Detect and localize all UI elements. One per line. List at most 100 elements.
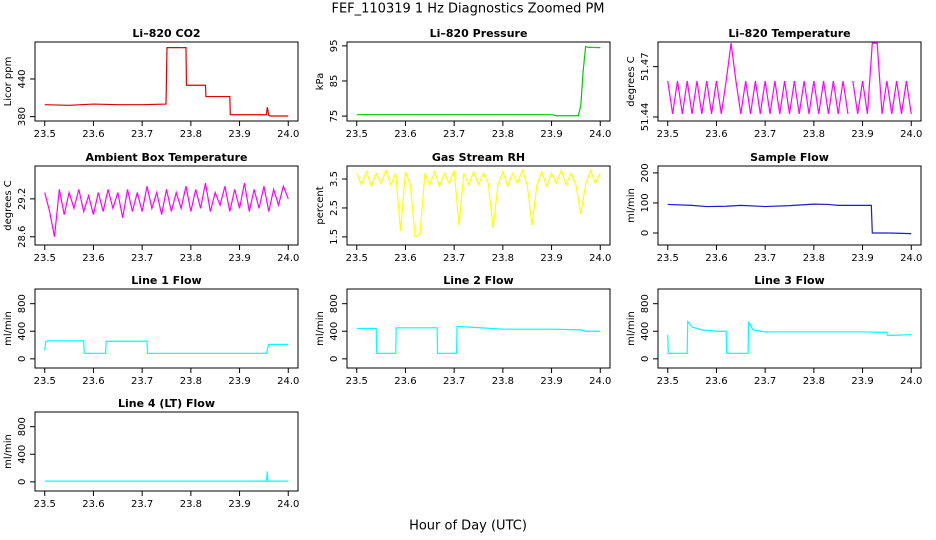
x-tick-label: 24.0 bbox=[900, 376, 922, 387]
data-line bbox=[44, 47, 289, 117]
y-tick-label: 400 bbox=[640, 322, 651, 341]
plot-area bbox=[667, 319, 912, 354]
panel: Line 1 Flow ml/min 23.5 23.6 23.7 23.8 23.9 24.… bbox=[3, 274, 299, 387]
data-line bbox=[356, 45, 601, 117]
panel-title: Li–820 Temperature bbox=[728, 27, 850, 40]
y-tick-label: 85 bbox=[329, 75, 340, 88]
y-axis-label: ml/min bbox=[626, 311, 637, 346]
plot-frame bbox=[346, 288, 611, 369]
y-tick-label: 29.2 bbox=[17, 188, 28, 210]
y-axis-label: percent bbox=[315, 186, 326, 224]
plot-area bbox=[667, 42, 912, 115]
y-tick-label: 0 bbox=[17, 356, 28, 362]
y-tick-label: 95 bbox=[329, 39, 340, 52]
data-line bbox=[44, 182, 289, 237]
x-tick-label: 23.9 bbox=[540, 376, 562, 387]
y-tick-label: 3.5 bbox=[329, 171, 340, 187]
plot-area bbox=[44, 182, 289, 237]
plot-frame bbox=[657, 165, 922, 246]
data-line bbox=[356, 168, 601, 238]
x-tick-label: 23.6 bbox=[82, 499, 104, 510]
x-tick-label: 23.6 bbox=[394, 253, 416, 264]
y-axis-label: Licor ppm bbox=[3, 57, 14, 107]
x-tick-label: 23.5 bbox=[346, 376, 368, 387]
x-tick-label: 24.0 bbox=[277, 129, 299, 140]
x-tick-label: 23.6 bbox=[394, 129, 416, 140]
plot-area bbox=[44, 47, 289, 117]
x-tick-label: 24.0 bbox=[589, 376, 611, 387]
x-tick-label: 23.9 bbox=[228, 129, 250, 140]
plot-frame bbox=[34, 288, 299, 369]
x-tick-label: 23.7 bbox=[131, 253, 153, 264]
figure-title: FEF_110319 1 Hz Diagnostics Zoomed PM bbox=[331, 2, 604, 17]
y-tick-label: 0 bbox=[640, 230, 651, 236]
x-tick-label: 23.8 bbox=[180, 129, 202, 140]
x-tick-label: 24.0 bbox=[900, 253, 922, 264]
x-tick-label: 23.5 bbox=[346, 253, 368, 264]
panel: Li–820 CO2 Licor ppm 23.5 23.6 23.7 23.8 23.9 2… bbox=[3, 27, 299, 140]
x-tick-label: 23.8 bbox=[803, 376, 825, 387]
y-tick-label: 380 bbox=[17, 107, 28, 126]
x-tick-label: 23.6 bbox=[705, 253, 727, 264]
x-tick-label: 23.6 bbox=[82, 376, 104, 387]
x-tick-label: 23.5 bbox=[34, 253, 56, 264]
y-tick-label: 800 bbox=[640, 294, 651, 313]
y-axis-label: ml/min bbox=[626, 188, 637, 223]
x-tick-label: 23.6 bbox=[82, 129, 104, 140]
panel-title: Line 1 Flow bbox=[131, 274, 201, 287]
y-tick-label: 400 bbox=[17, 322, 28, 341]
y-tick-label: 400 bbox=[329, 322, 340, 341]
x-tick-label: 23.7 bbox=[443, 129, 465, 140]
y-tick-label: 800 bbox=[329, 294, 340, 313]
x-axis-label: Hour of Day (UTC) bbox=[409, 519, 527, 534]
data-line bbox=[356, 325, 601, 354]
x-tick-label: 23.7 bbox=[443, 376, 465, 387]
panel: Line 4 (LT) Flow ml/min 23.5 23.6 23.7 23.8 23… bbox=[3, 397, 299, 510]
x-tick-label: 23.9 bbox=[228, 376, 250, 387]
x-tick-label: 23.8 bbox=[180, 499, 202, 510]
data-line bbox=[667, 319, 912, 354]
x-tick-label: 23.9 bbox=[851, 376, 873, 387]
panel-title: Line 2 Flow bbox=[443, 274, 513, 287]
x-tick-label: 23.8 bbox=[803, 253, 825, 264]
y-tick-label: 0 bbox=[17, 479, 28, 485]
data-line bbox=[44, 340, 289, 354]
x-tick-label: 23.9 bbox=[228, 499, 250, 510]
plot-frame bbox=[34, 411, 299, 492]
plot-area bbox=[356, 45, 601, 117]
y-tick-label: 0 bbox=[329, 356, 340, 362]
plot-area bbox=[44, 340, 289, 354]
data-line bbox=[667, 203, 912, 235]
y-tick-label: 51.47 bbox=[640, 52, 651, 81]
y-tick-label: 800 bbox=[17, 294, 28, 313]
plot-area bbox=[356, 168, 601, 238]
x-tick-label: 23.8 bbox=[803, 129, 825, 140]
panel-title: Sample Flow bbox=[750, 151, 829, 164]
x-tick-label: 24.0 bbox=[589, 129, 611, 140]
x-tick-label: 24.0 bbox=[277, 253, 299, 264]
panel: Gas Stream RH percent 23.5 23.6 23.7 23.8 23.9… bbox=[315, 151, 611, 264]
y-tick-label: 800 bbox=[17, 417, 28, 436]
x-tick-label: 23.8 bbox=[180, 376, 202, 387]
x-tick-label: 23.8 bbox=[180, 253, 202, 264]
x-tick-label: 23.7 bbox=[443, 253, 465, 264]
x-tick-label: 23.6 bbox=[705, 376, 727, 387]
y-tick-label: 1.5 bbox=[329, 229, 340, 245]
y-tick-label: 400 bbox=[17, 445, 28, 464]
plot-frame bbox=[346, 165, 611, 246]
y-axis-label: degrees C bbox=[626, 56, 637, 106]
plot-area bbox=[356, 325, 601, 354]
panel: Li–820 Temperature degrees C 23.5 23.6 23.7 2… bbox=[626, 27, 922, 140]
plot-frame bbox=[657, 288, 922, 369]
x-tick-label: 23.8 bbox=[492, 253, 514, 264]
x-tick-label: 23.7 bbox=[754, 376, 776, 387]
x-tick-label: 23.5 bbox=[657, 129, 679, 140]
panel-title: Line 4 (LT) Flow bbox=[118, 397, 215, 410]
x-tick-label: 24.0 bbox=[900, 129, 922, 140]
x-tick-label: 24.0 bbox=[277, 376, 299, 387]
y-axis-label: kPa bbox=[315, 73, 326, 91]
x-tick-label: 24.0 bbox=[589, 253, 611, 264]
x-tick-label: 23.9 bbox=[851, 253, 873, 264]
